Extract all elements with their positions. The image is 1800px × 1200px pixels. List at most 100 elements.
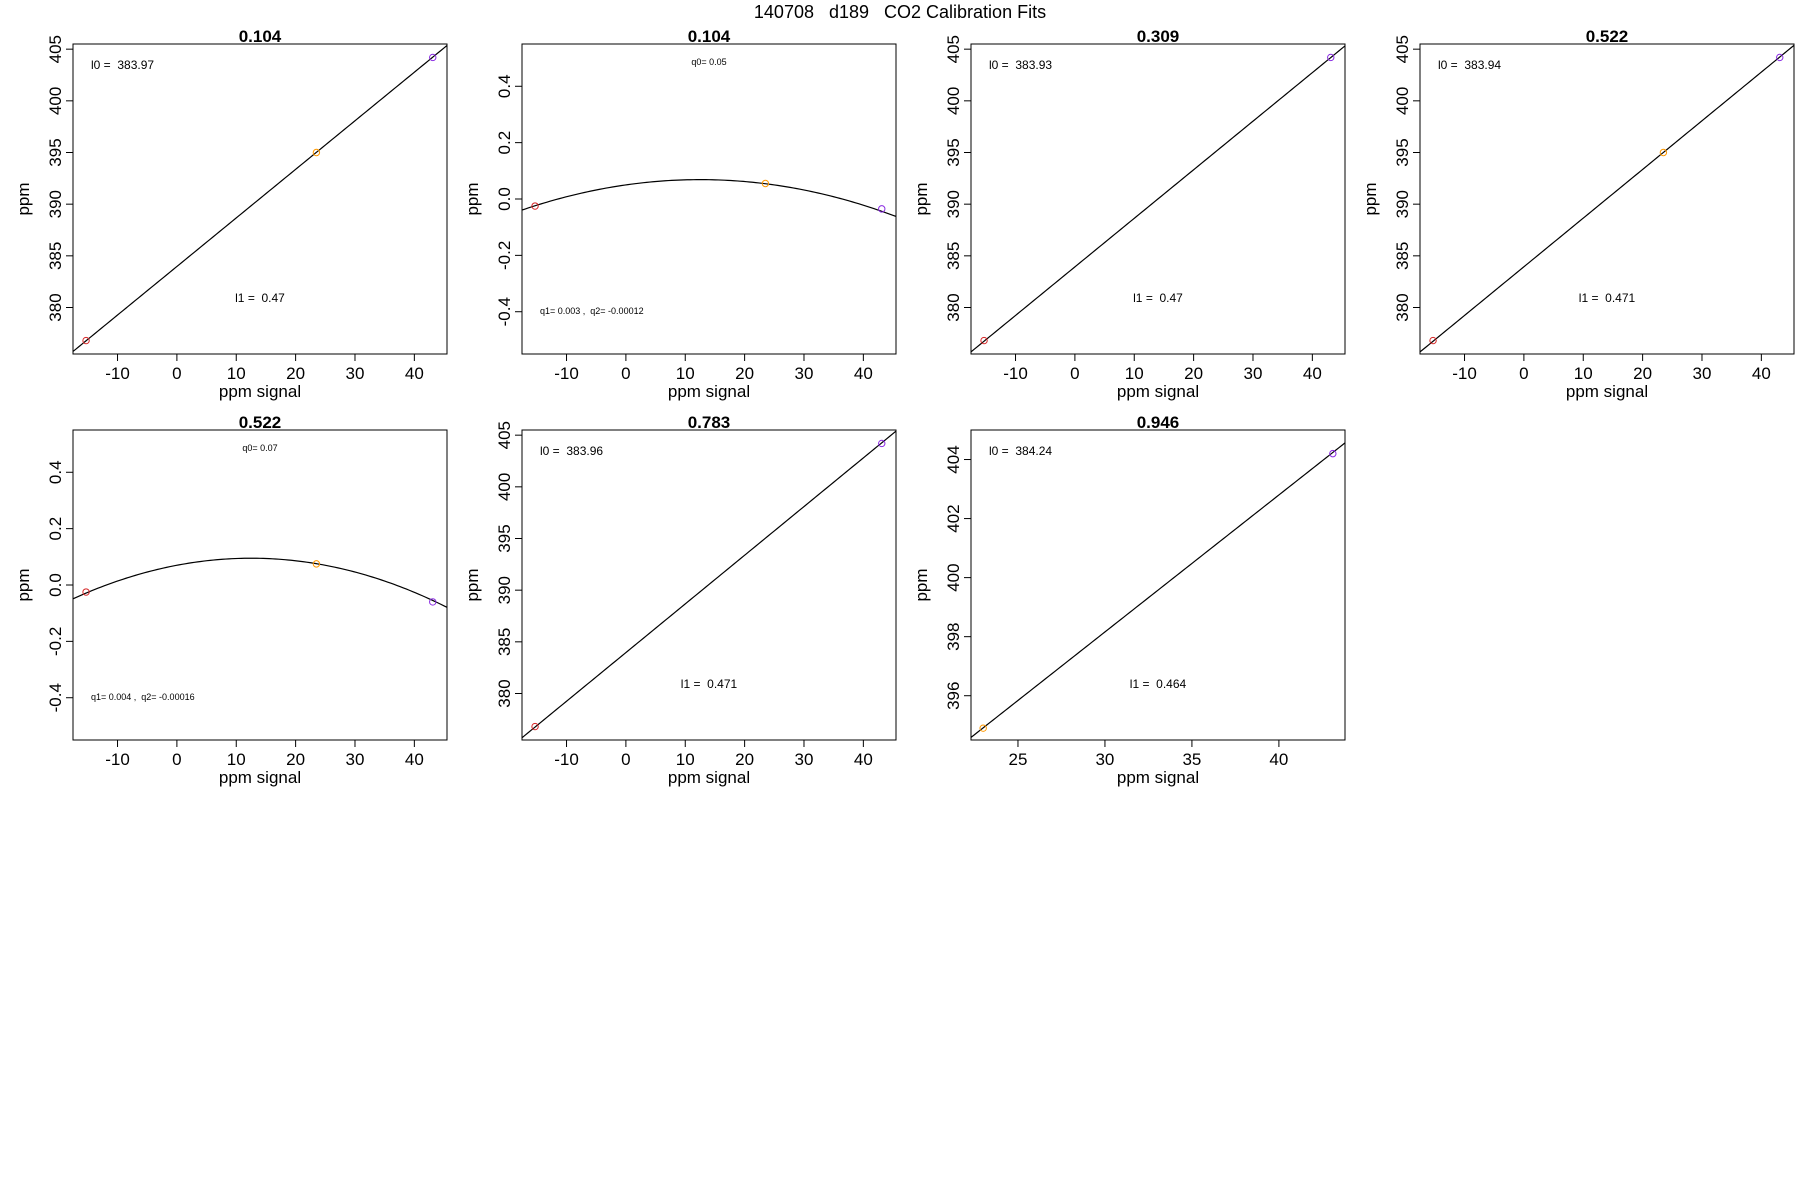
annotation: l0 = 384.24: [989, 444, 1052, 458]
x-tick-label: 0: [1070, 364, 1079, 383]
y-tick-label: -0.4: [495, 297, 514, 326]
x-tick-label: 0: [172, 750, 181, 769]
y-axis-label: ppm: [14, 568, 33, 601]
y-tick-label: 390: [944, 190, 963, 218]
annotation: l0 = 383.97: [91, 58, 154, 72]
y-tick-label: 400: [1393, 87, 1412, 115]
y-tick-label: 400: [944, 87, 963, 115]
annotation: l0 = 383.94: [1438, 58, 1501, 72]
fit-line: [971, 45, 1345, 353]
annotation: l0 = 383.93: [989, 58, 1052, 72]
chart-panel-7: 25 30 35 40 396 398 400 402 404 ppm signal ppm 0.94…: [912, 413, 1346, 787]
y-tick-label: 0.2: [495, 131, 514, 155]
x-tick-label: 10: [676, 364, 695, 383]
data-point: [82, 588, 90, 596]
x-axis-label: ppm signal: [219, 768, 301, 787]
x-tick-label: 20: [735, 750, 754, 769]
x-tick-label: 40: [1303, 364, 1322, 383]
chart-panel-5: -10 0 10 20 30 40 -0.4 -0.2 0.0 0.2 0.4 ppm signal p…: [14, 413, 448, 787]
chart-panel-1: -10 0 10 20 30 40 380 385 390 395 400 405 ppm signal…: [14, 27, 448, 401]
annotation: q0= 0.07: [242, 443, 277, 453]
annotation: l1 = 0.464: [1130, 677, 1187, 691]
fit-line: [73, 557, 447, 608]
x-tick-label: 10: [676, 750, 695, 769]
y-tick-label: -0.2: [46, 627, 65, 656]
y-tick-label: 0.0: [46, 573, 65, 597]
y-tick-label: 0.4: [495, 74, 514, 98]
x-tick-label: 20: [1184, 364, 1203, 383]
x-tick-label: 10: [1125, 364, 1144, 383]
x-tick-label: 30: [1693, 364, 1712, 383]
figure-title: 140708 d189 CO2 Calibration Fits: [753, 2, 1047, 22]
chart-panel-6: -10 0 10 20 30 40 380 385 390 395 400 405 ppm signal…: [463, 413, 897, 787]
x-tick-label: 20: [1633, 364, 1652, 383]
x-tick-label: 0: [621, 364, 630, 383]
y-axis-label: ppm: [1361, 182, 1380, 215]
x-axis-label: ppm signal: [1566, 382, 1648, 401]
panel-title: 0.783: [688, 413, 731, 432]
y-tick-label: 400: [495, 473, 514, 501]
x-tick-label: -10: [105, 364, 130, 383]
fit-line: [522, 430, 896, 739]
annotation: l1 = 0.471: [1579, 291, 1636, 305]
annotation: l1 = 0.471: [681, 677, 738, 691]
panel-title: 0.522: [239, 413, 282, 432]
y-tick-label: 396: [944, 682, 963, 710]
data-point: [531, 722, 539, 731]
x-tick-label: 10: [227, 750, 246, 769]
x-tick-label: 0: [621, 750, 630, 769]
panel-title: 0.946: [1137, 413, 1180, 432]
data-point: [531, 202, 539, 210]
chart-panel-2: -10 0 10 20 30 40 -0.4 -0.2 0.0 0.2 0.4 ppm signal p…: [463, 27, 897, 401]
y-axis-label: ppm: [912, 182, 931, 215]
annotation: q1= 0.004 , q2= -0.00016: [91, 692, 195, 702]
panel-title: 0.104: [239, 27, 282, 46]
y-tick-label: 404: [944, 445, 963, 473]
data-point: [1329, 449, 1337, 458]
x-tick-label: 30: [795, 364, 814, 383]
x-tick-label: 40: [1752, 364, 1771, 383]
x-tick-label: 30: [1244, 364, 1263, 383]
data-point: [979, 724, 987, 732]
data-point: [878, 439, 886, 448]
x-tick-label: -10: [1003, 364, 1028, 383]
y-tick-label: 395: [944, 138, 963, 166]
data-point: [429, 53, 437, 62]
y-tick-label: 395: [495, 524, 514, 552]
y-tick-label: 405: [495, 421, 514, 449]
x-axis-label: ppm signal: [1117, 382, 1199, 401]
fit-line: [971, 442, 1345, 738]
panel-title: 0.522: [1586, 27, 1629, 46]
x-tick-label: 30: [1095, 750, 1114, 769]
y-tick-label: 390: [495, 576, 514, 604]
y-tick-label: 380: [944, 293, 963, 321]
data-point: [1776, 53, 1784, 62]
x-tick-label: 35: [1182, 750, 1201, 769]
data-point: [1659, 148, 1668, 157]
fit-line: [522, 179, 896, 218]
y-tick-label: 380: [46, 293, 65, 321]
data-point: [980, 336, 988, 345]
fit-line: [1420, 44, 1794, 353]
y-tick-label: 380: [495, 679, 514, 707]
y-tick-label: 0.0: [495, 187, 514, 211]
annotation: l1 = 0.47: [1133, 291, 1183, 305]
panel-title: 0.104: [688, 27, 731, 46]
y-axis-label: ppm: [463, 182, 482, 215]
y-tick-label: 400: [944, 563, 963, 591]
x-tick-label: 20: [286, 364, 305, 383]
y-tick-label: 385: [495, 628, 514, 656]
x-tick-label: 40: [405, 750, 424, 769]
data-point: [82, 336, 90, 345]
y-tick-label: 405: [944, 35, 963, 63]
x-axis-label: ppm signal: [1117, 768, 1199, 787]
data-point: [312, 560, 321, 568]
x-tick-label: -10: [554, 750, 579, 769]
data-point: [312, 148, 321, 157]
y-tick-label: 380: [1393, 293, 1412, 321]
data-point: [878, 205, 886, 213]
x-tick-label: 10: [227, 364, 246, 383]
annotation: l0 = 383.96: [540, 444, 603, 458]
x-tick-label: 30: [346, 364, 365, 383]
